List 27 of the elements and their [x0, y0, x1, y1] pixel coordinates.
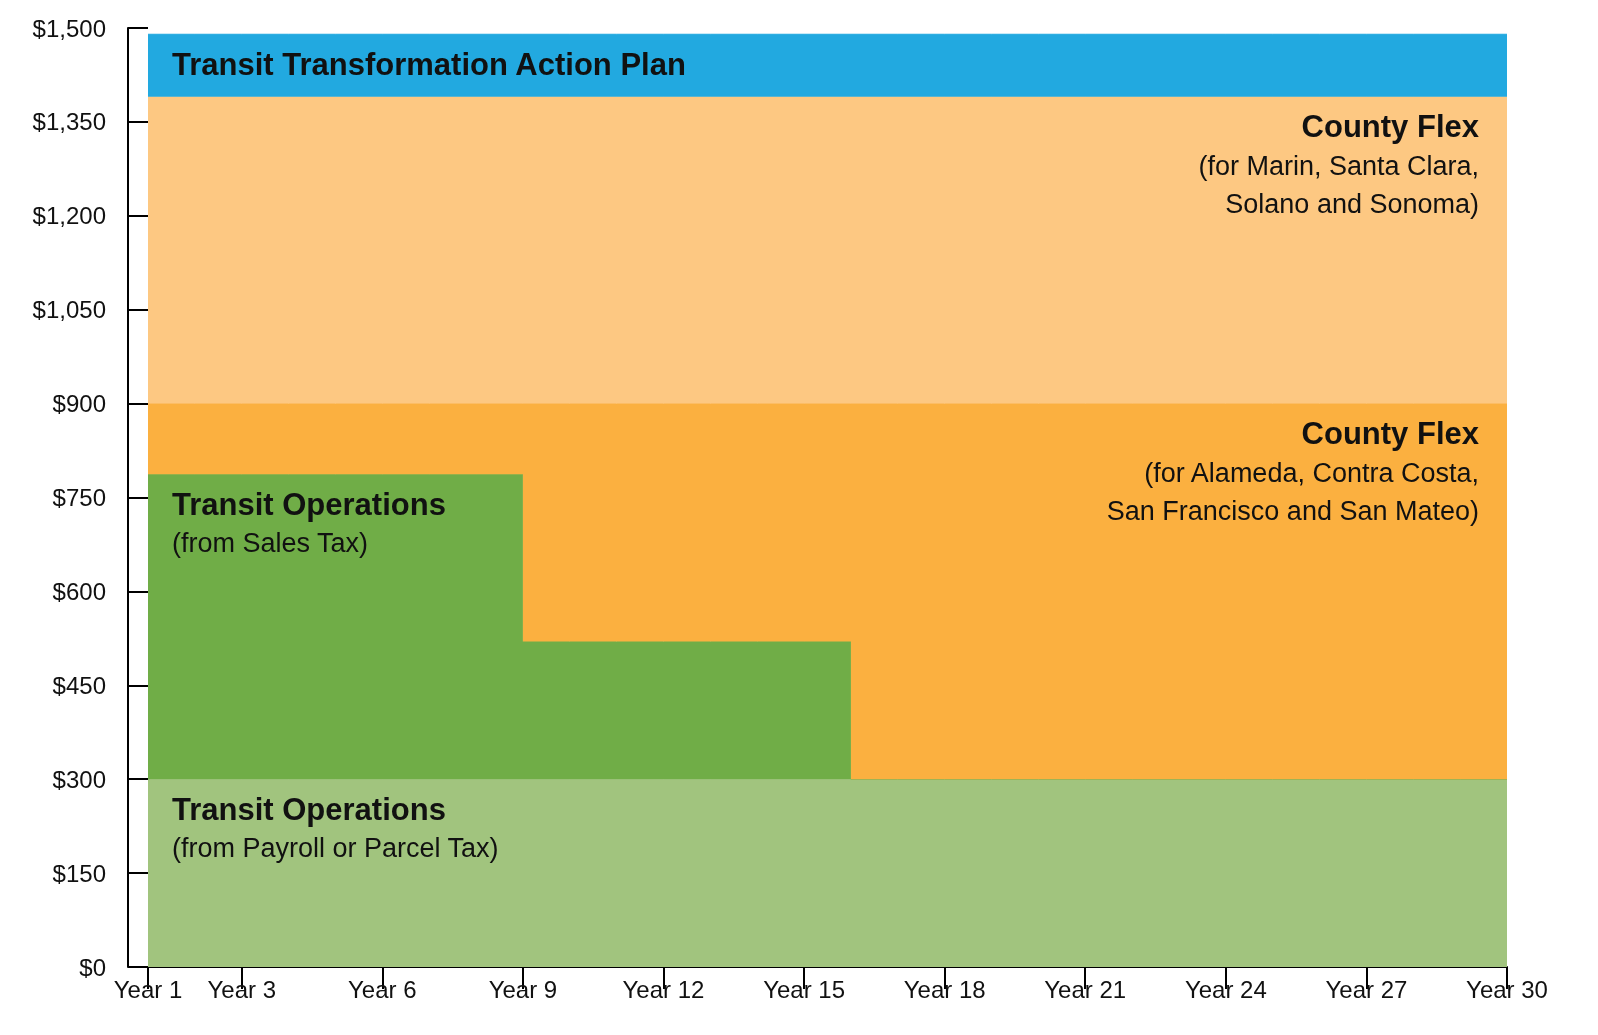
series-label: Transit Operations (from Sales Tax): [172, 486, 446, 559]
x-tick-label: Year 24: [1184, 975, 1267, 1003]
y-tick-label: $1,350: [32, 108, 106, 136]
y-tick-label: $900: [52, 390, 106, 418]
y-tick-label: $450: [52, 671, 106, 699]
series-label: Transit Operations (from Payroll or Parcel Tax): [172, 791, 499, 864]
series-label: Transit Transformation Action Plan: [172, 46, 686, 82]
x-tick-label: Year 6: [348, 975, 417, 1003]
y-tick-label: $300: [52, 765, 106, 793]
x-tick-label: Year 9: [488, 975, 558, 1003]
x-tick-label: Year 12: [622, 975, 705, 1003]
x-tick-label: Year 18: [903, 975, 986, 1003]
x-tick-label: Year 21: [1044, 975, 1127, 1003]
series-label: County Flex (for Marin, Santa Clara, Solano and Sonoma): [1198, 109, 1480, 219]
x-tick-label: Year 1: [113, 975, 183, 1003]
x-tick-label: Year 27: [1325, 975, 1408, 1003]
y-tick-label: $0: [79, 953, 106, 981]
y-tick-label: $150: [52, 859, 106, 887]
y-tick-label: $1,500: [32, 14, 106, 42]
x-tick-label: Year 3: [207, 975, 276, 1003]
y-tick-label: $1,050: [32, 296, 106, 324]
y-tick-label: $750: [52, 484, 106, 511]
series-label: County Flex (for Alameda, Contra Costa, San Francisco and San Mateo): [1106, 416, 1480, 526]
y-tick-label: $600: [52, 577, 106, 605]
x-tick-label: Year 15: [763, 975, 845, 1003]
y-tick-label: $1,200: [32, 202, 106, 230]
x-tick-label: Year 30: [1466, 975, 1548, 1003]
